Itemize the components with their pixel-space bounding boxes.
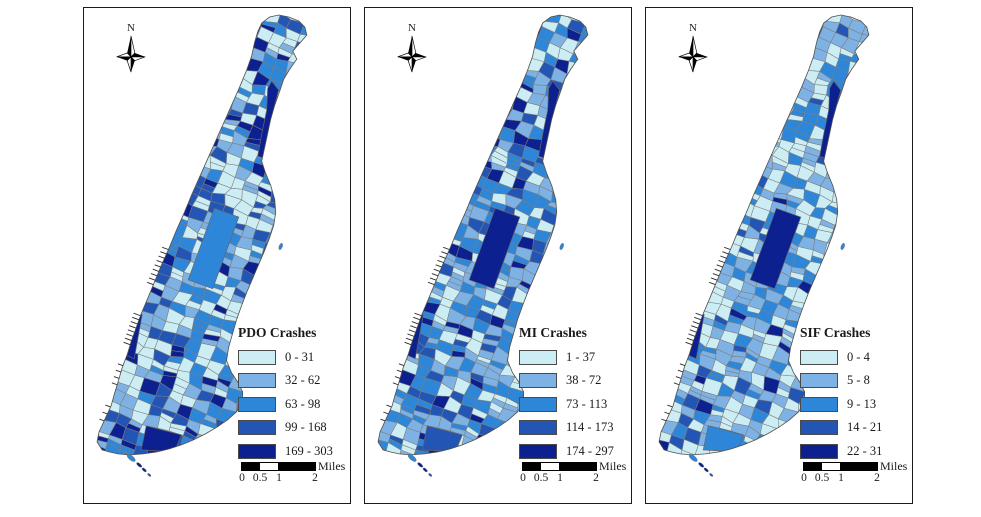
legend-class-label: 9 - 13 xyxy=(847,396,877,411)
legend-item: 0 - 31 xyxy=(238,350,348,365)
scale-tick-labels: 0 0.5 1 2 xyxy=(801,472,880,484)
scale-tick-labels: 0 0.5 1 2 xyxy=(239,472,318,484)
legend-swatch xyxy=(800,373,838,389)
legend-item: 9 - 13 xyxy=(800,396,910,412)
legend-title: PDO Crashes xyxy=(238,325,317,340)
legend-class-label: 0 - 31 xyxy=(285,350,315,364)
legend-item: 32 - 62 xyxy=(238,373,348,389)
map-panel-pdo: N PDO Crashes 0 - 31 32 - 62 63 - 98 99 … xyxy=(83,7,351,504)
manhattan-choropleth-sif xyxy=(658,14,870,477)
legend-item: 5 - 8 xyxy=(800,373,910,389)
legend-class-label: 14 - 21 xyxy=(847,420,883,435)
legend-pdo: PDO Crashes 0 - 31 32 - 62 63 - 98 99 - … xyxy=(238,325,348,467)
legend-class-label: 22 - 31 xyxy=(847,443,883,458)
legend-item: 1 - 37 xyxy=(519,350,629,365)
scale-bar-segments xyxy=(522,462,597,471)
legend-item: 73 - 113 xyxy=(519,396,629,412)
legend-title: SIF Crashes xyxy=(800,325,871,340)
scale-tick-labels: 0 0.5 1 2 xyxy=(520,472,599,484)
legend-swatch xyxy=(519,420,557,436)
legend-class-label: 99 - 168 xyxy=(285,420,327,435)
compass-star-icon xyxy=(116,35,146,73)
legend-swatch xyxy=(519,443,557,459)
legend-class-label: 73 - 113 xyxy=(566,396,608,411)
legend-item: 169 - 303 xyxy=(238,443,348,459)
legend-class-label: 114 - 173 xyxy=(566,420,614,435)
manhattan-choropleth-pdo xyxy=(96,14,308,477)
scale-bar: Miles 0 0.5 1 2 xyxy=(801,459,913,485)
north-label: N xyxy=(408,22,416,34)
legend-item: 22 - 31 xyxy=(800,443,910,459)
scale-bar: Miles 0 0.5 1 2 xyxy=(239,459,351,485)
legend-swatch xyxy=(519,350,557,365)
legend-class-label: 32 - 62 xyxy=(285,373,321,388)
legend-item: 63 - 98 xyxy=(238,396,348,412)
scale-unit-label: Miles xyxy=(318,459,346,473)
legend-class-label: 0 - 4 xyxy=(847,350,870,364)
manhattan-choropleth-mi xyxy=(377,14,589,477)
scale-bar-segments xyxy=(803,462,878,471)
scale-unit-label: Miles xyxy=(599,459,627,473)
legend-swatch xyxy=(238,350,276,365)
legend-item: 38 - 72 xyxy=(519,373,629,389)
north-arrow: N xyxy=(674,22,712,74)
legend-swatch xyxy=(238,396,276,412)
legend-item: 174 - 297 xyxy=(519,443,629,459)
legend-swatch xyxy=(519,396,557,412)
north-label: N xyxy=(127,22,135,34)
legend-item: 0 - 4 xyxy=(800,350,910,365)
legend-class-label: 174 - 297 xyxy=(566,443,614,458)
legend-class-label: 63 - 98 xyxy=(285,396,321,411)
legend-title: MI Crashes xyxy=(519,325,587,340)
legend-sif: SIF Crashes 0 - 4 5 - 8 9 - 13 14 - 21 2… xyxy=(800,325,910,467)
legend-item: 114 - 173 xyxy=(519,420,629,436)
legend-mi: MI Crashes 1 - 37 38 - 72 73 - 113 114 -… xyxy=(519,325,629,467)
legend-swatch xyxy=(800,443,838,459)
compass-star-icon xyxy=(678,35,708,73)
scale-unit-label: Miles xyxy=(880,459,908,473)
legend-class-label: 1 - 37 xyxy=(566,350,596,364)
legend-swatch xyxy=(238,420,276,436)
map-panel-sif: N SIF Crashes 0 - 4 5 - 8 9 - 13 14 - 21… xyxy=(645,7,913,504)
legend-class-label: 38 - 72 xyxy=(566,373,602,388)
legend-swatch xyxy=(519,373,557,389)
map-panel-mi: N MI Crashes 1 - 37 38 - 72 73 - 113 114… xyxy=(364,7,632,504)
north-arrow: N xyxy=(393,22,431,74)
north-label: N xyxy=(689,22,697,34)
legend-class-label: 169 - 303 xyxy=(285,443,333,458)
legend-swatch xyxy=(238,373,276,389)
scale-bar: Miles 0 0.5 1 2 xyxy=(520,459,632,485)
legend-item: 99 - 168 xyxy=(238,420,348,436)
north-arrow: N xyxy=(112,22,150,74)
legend-swatch xyxy=(800,350,838,365)
legend-item: 14 - 21 xyxy=(800,420,910,436)
legend-swatch xyxy=(800,396,838,412)
legend-swatch xyxy=(238,443,276,459)
compass-star-icon xyxy=(397,35,427,73)
legend-class-label: 5 - 8 xyxy=(847,373,870,388)
scale-bar-segments xyxy=(241,462,316,471)
legend-swatch xyxy=(800,420,838,436)
